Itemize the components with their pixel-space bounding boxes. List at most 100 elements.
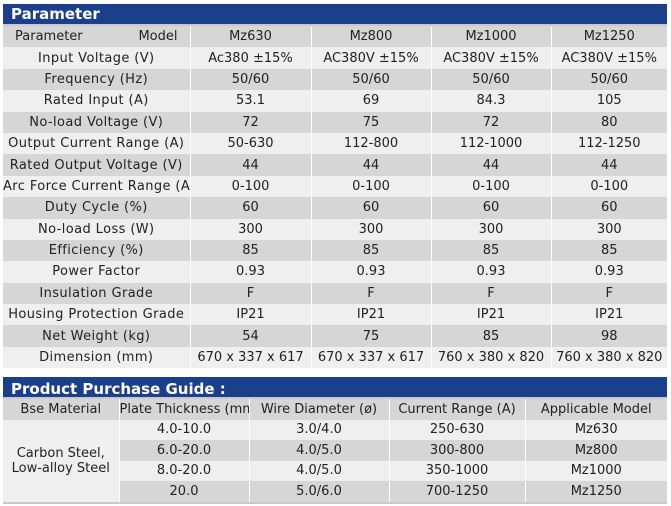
parameter-value: 0-100 [190, 175, 312, 198]
plate-thickness: 4.0-10.0 [119, 419, 250, 440]
column-header: Wire Diameter (ø) [249, 399, 390, 420]
parameter-header-row: Parameter Model Mz630 Mz800 Mz1000 Mz125… [3, 26, 667, 48]
parameter-value: F [431, 282, 552, 305]
parameter-value: 760 x 380 x 820 [431, 346, 552, 369]
parameter-value: 105 [551, 90, 667, 112]
applicable-model: Mz1000 [525, 460, 667, 481]
model-name: Mz1000 [431, 26, 552, 48]
current-range: 350-1000 [389, 460, 526, 481]
plate-thickness: 20.0 [119, 481, 250, 502]
column-header: Plate Thickness (mm) [119, 399, 250, 420]
parameter-value: 112-800 [311, 132, 432, 155]
guide-header-row: Bse Material Plate Thickness (mm) Wire D… [3, 399, 667, 420]
parameter-label: Insulation Grade [3, 282, 191, 305]
table-row: 20.0 5.0/6.0 700-1250 Mz1250 [3, 481, 667, 502]
parameter-label: Duty Cycle (%) [3, 197, 191, 219]
wire-diameter: 5.0/6.0 [249, 481, 390, 502]
applicable-model: Mz800 [525, 440, 667, 461]
table-row: Carbon Steel, Low-alloy Steel 4.0-10.0 3… [3, 419, 667, 502]
parameter-value: 72 [190, 111, 312, 133]
parameter-label: No-load Voltage (V) [3, 111, 191, 133]
parameter-value: Ac380 ±15% [190, 47, 312, 69]
parameter-value: 670 x 337 x 617 [190, 346, 312, 369]
table-row: Insulation Grade F F F F [3, 282, 667, 305]
parameter-value: 300 [311, 218, 432, 240]
parameter-value: 44 [190, 154, 312, 176]
model-name: Mz630 [190, 26, 312, 48]
plate-thickness: 8.0-20.0 [119, 460, 250, 481]
parameter-value: 0-100 [431, 175, 552, 198]
table-row: Power Factor 0.93 0.93 0.93 0.93 [3, 261, 667, 283]
table-row: Dimension (mm) 670 x 337 x 617 670 x 337 x… [3, 346, 667, 369]
parameter-value: AC380V ±15% [431, 47, 552, 69]
parameter-value: 60 [431, 197, 552, 219]
parameter-value: 112-1000 [431, 132, 552, 155]
parameter-table: Parameter Model Mz630 Mz800 Mz1000 Mz125… [3, 26, 667, 369]
parameter-value: 300 [431, 218, 552, 240]
table-row: Efficiency (%) 85 85 85 85 [3, 239, 667, 262]
parameter-value: 44 [551, 154, 667, 176]
table-row: No-load Loss (W) 300 300 300 300 [3, 218, 667, 240]
parameter-label: Arc Force Current Range (A) [3, 175, 191, 198]
parameter-value: 0.93 [311, 261, 432, 283]
column-header: Applicable Model [525, 399, 667, 420]
parameter-value: 0.93 [551, 261, 667, 283]
model-name: Mz800 [311, 26, 432, 48]
wire-diameter: 4.0/5.0 [249, 440, 390, 461]
parameter-value: 98 [551, 325, 667, 347]
parameter-value: 85 [190, 239, 312, 262]
parameter-value: F [311, 282, 432, 305]
parameter-label: Output Current Range (A) [3, 132, 191, 155]
parameter-label: Rated Input (A) [3, 90, 191, 112]
parameter-value: 50-630 [190, 132, 312, 155]
parameter-value: 50/60 [431, 68, 552, 91]
wire-diameter: 3.0/4.0 [249, 419, 390, 440]
parameter-title: Parameter [3, 4, 667, 26]
current-range: 300-800 [389, 440, 526, 461]
table-row: Duty Cycle (%) 60 60 60 60 [3, 197, 667, 219]
parameter-value: 300 [190, 218, 312, 240]
parameter-value: AC380V ±15% [311, 47, 432, 69]
parameter-label: Frequency (Hz) [3, 68, 191, 91]
parameter-value: 85 [431, 239, 552, 262]
parameter-value: 53.1 [190, 90, 312, 112]
parameter-value: AC380V ±15% [551, 47, 667, 69]
parameter-value: 60 [190, 197, 312, 219]
parameter-label: Dimension (mm) [3, 346, 191, 369]
parameter-value: 44 [311, 154, 432, 176]
parameter-value: 0-100 [311, 175, 432, 198]
parameter-value: 50/60 [311, 68, 432, 91]
parameter-value: 50/60 [551, 68, 667, 91]
parameter-value: IP21 [190, 304, 312, 326]
parameter-value: 0-100 [551, 175, 667, 198]
base-material-cell: Carbon Steel, Low-alloy Steel [3, 419, 120, 502]
applicable-model: Mz630 [525, 419, 667, 440]
table-row: Rated Input (A) 53.1 69 84.3 105 [3, 90, 667, 112]
column-header: Bse Material [3, 399, 120, 420]
parameter-value: 60 [311, 197, 432, 219]
parameter-value: 85 [311, 239, 432, 262]
parameter-value: 300 [551, 218, 667, 240]
parameter-value: 85 [551, 239, 667, 262]
table-row: Net Weight (kg) 54 75 85 98 [3, 325, 667, 347]
applicable-model: Mz1250 [525, 481, 667, 502]
parameter-value: 69 [311, 90, 432, 112]
parameter-value: 75 [311, 325, 432, 347]
parameter-value: 760 x 380 x 820 [551, 346, 667, 369]
purchase-guide-table: Bse Material Plate Thickness (mm) Wire D… [3, 399, 667, 502]
current-range: 250-630 [389, 419, 526, 440]
table-row: Frequency (Hz) 50/60 50/60 50/60 50/60 [3, 68, 667, 91]
parameter-value: IP21 [431, 304, 552, 326]
parameter-value: 80 [551, 111, 667, 133]
current-range: 700-1250 [389, 481, 526, 502]
wire-diameter: 4.0/5.0 [249, 460, 390, 481]
table-row: Input Voltage (V) Ac380 ±15% AC380V ±15% AC… [3, 47, 667, 69]
parameter-value: 75 [311, 111, 432, 133]
parameter-value: 670 x 337 x 617 [311, 346, 432, 369]
plate-thickness: 6.0-20.0 [119, 440, 250, 461]
parameter-section: Parameter Parameter Model Mz630 Mz800 Mz… [3, 4, 667, 369]
parameter-label: No-load Loss (W) [3, 218, 191, 240]
parameter-value: IP21 [551, 304, 667, 326]
parameter-header-label: Parameter [15, 29, 83, 44]
table-row: 6.0-20.0 4.0/5.0 300-800 Mz800 [3, 440, 667, 461]
